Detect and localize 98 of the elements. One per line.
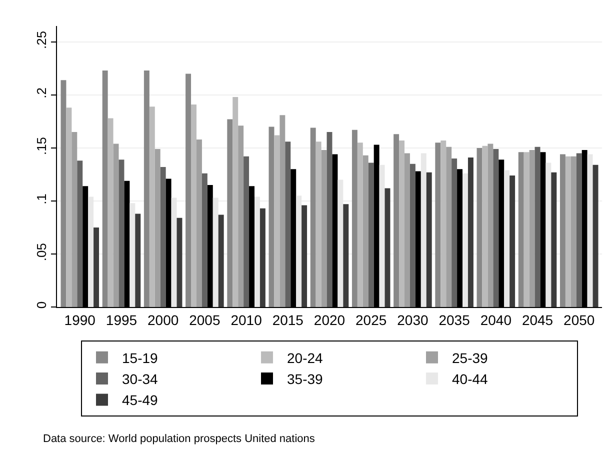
bar xyxy=(154,149,160,307)
bar xyxy=(488,144,494,307)
x-tick-label: 2035 xyxy=(438,312,470,328)
x-tick-label: 2020 xyxy=(314,312,346,328)
bar xyxy=(576,153,582,307)
x-tick-label: 2040 xyxy=(480,312,512,328)
bar xyxy=(420,153,426,307)
bar xyxy=(316,142,322,307)
y-tick-label: .05 xyxy=(34,242,49,262)
bar xyxy=(274,135,280,307)
x-tick-label: 1990 xyxy=(64,312,96,328)
bar xyxy=(321,150,327,307)
bar xyxy=(268,126,274,307)
x-tick-label: 2000 xyxy=(148,312,179,328)
x-tick-label: 2025 xyxy=(356,312,387,328)
bar xyxy=(435,142,441,307)
bar xyxy=(102,70,108,307)
y-tick-label: .25 xyxy=(34,30,49,49)
bar xyxy=(94,227,100,307)
bar xyxy=(446,146,452,307)
bar xyxy=(302,205,308,307)
bar xyxy=(232,97,238,307)
bar xyxy=(352,130,358,307)
legend-label: 35-39 xyxy=(287,370,324,387)
legend-label: 40-44 xyxy=(452,370,488,387)
x-tick-label: 2010 xyxy=(230,312,262,328)
bar xyxy=(326,132,332,307)
bar xyxy=(280,115,286,307)
bar xyxy=(592,164,598,307)
bar xyxy=(357,142,363,307)
bar xyxy=(399,140,404,307)
bar xyxy=(384,188,390,307)
legend-label: 45-49 xyxy=(122,392,158,408)
bar xyxy=(77,160,83,307)
bar xyxy=(144,70,150,307)
y-tick-label: .15 xyxy=(34,136,49,156)
bar xyxy=(560,154,566,307)
bar xyxy=(426,172,432,307)
bar xyxy=(476,148,482,307)
x-tick-label: 2015 xyxy=(272,312,304,328)
bar xyxy=(343,204,349,307)
bar xyxy=(379,164,385,307)
bar xyxy=(510,176,516,307)
bar xyxy=(546,162,552,307)
bar xyxy=(462,173,468,307)
legend-label: 20-24 xyxy=(287,350,324,366)
bar xyxy=(551,172,557,307)
x-tick-label: 2050 xyxy=(564,312,595,328)
bar xyxy=(394,134,400,307)
bar xyxy=(218,214,224,307)
bar xyxy=(310,128,316,307)
bar xyxy=(452,158,458,307)
bar xyxy=(60,80,66,307)
y-tick-label: .2 xyxy=(34,88,49,98)
bar xyxy=(186,74,192,307)
bar xyxy=(202,173,208,307)
bar xyxy=(504,170,510,307)
legend-label: 15-19 xyxy=(122,350,158,366)
bar xyxy=(518,152,524,307)
bar xyxy=(362,155,368,307)
bar xyxy=(66,108,72,307)
y-tick-label: .1 xyxy=(34,194,49,204)
bar xyxy=(285,142,291,307)
bar xyxy=(135,214,141,307)
bar xyxy=(160,167,166,307)
x-tick-label: 2005 xyxy=(189,312,220,328)
y-tick-label: 0 xyxy=(34,301,49,309)
source-note: Data source: World population prospects United nations xyxy=(43,433,316,445)
x-tick-label: 1995 xyxy=(106,312,138,328)
legend-label: 25-39 xyxy=(452,350,488,366)
bar xyxy=(468,157,474,307)
bar xyxy=(238,126,244,307)
bar xyxy=(227,119,233,307)
bar xyxy=(404,153,410,307)
bar xyxy=(108,118,114,307)
bar xyxy=(529,150,535,307)
bar xyxy=(534,146,540,307)
bar xyxy=(191,104,196,307)
bar xyxy=(196,139,202,307)
bar xyxy=(524,152,530,307)
bar xyxy=(113,144,119,307)
bar xyxy=(587,154,593,307)
bar xyxy=(368,162,374,307)
bar xyxy=(244,156,250,307)
bar xyxy=(118,160,124,307)
x-tick-label: 2045 xyxy=(522,312,554,328)
legend-label: 30-34 xyxy=(122,370,158,387)
bar xyxy=(493,149,499,307)
x-tick-label: 2030 xyxy=(397,312,428,328)
bar xyxy=(482,146,488,307)
bar xyxy=(260,208,266,307)
bar xyxy=(72,132,78,307)
bar xyxy=(570,156,576,307)
bar xyxy=(440,140,446,307)
bar xyxy=(176,218,182,307)
bar xyxy=(565,156,571,307)
bar xyxy=(149,106,155,307)
bar xyxy=(410,164,416,307)
